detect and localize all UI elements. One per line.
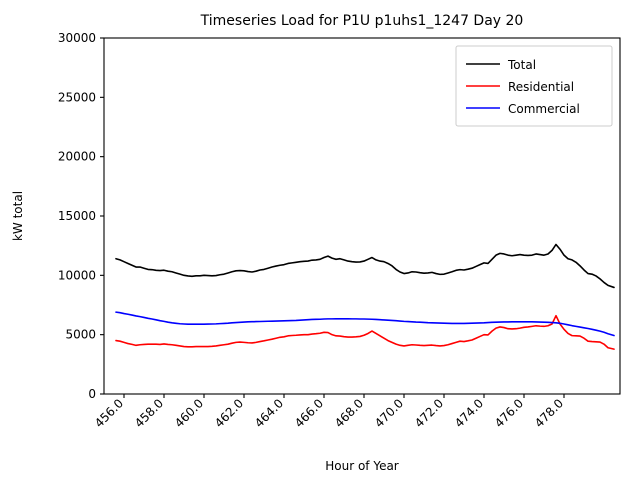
x-tick-label: 476.0 [492,396,526,430]
legend-label-total[interactable]: Total [507,58,536,72]
x-tick-label: 470.0 [372,396,406,430]
x-tick-label: 466.0 [292,396,326,430]
legend-label-residential[interactable]: Residential [508,80,574,94]
data-series-group [115,243,615,350]
y-tick-label: 5000 [65,328,96,342]
y-tick-label: 25000 [58,90,96,104]
y-tick-label: 30000 [58,31,96,45]
series-line-total [115,243,615,289]
legend-label-commercial[interactable]: Commercial [508,102,580,116]
x-tick-label: 458.0 [132,396,166,430]
x-tick-label: 468.0 [332,396,366,430]
y-tick-label: 20000 [58,150,96,164]
x-tick-label: 464.0 [252,396,286,430]
y-tick-label: 0 [88,387,96,401]
y-tick-label: 15000 [58,209,96,223]
x-axis-label: Hour of Year [325,459,399,473]
y-tick-label: 10000 [58,268,96,282]
page-title: Timeseries Load for P1U p1uhs1_1247 Day … [200,13,524,29]
x-tick-label: 478.0 [532,396,566,430]
x-tick-label: 474.0 [452,396,486,430]
x-tick-label: 462.0 [212,396,246,430]
series-line-commercial [115,311,615,337]
series-line-residential [115,314,615,350]
x-tick-label: 456.0 [92,396,126,430]
x-tick-label: 472.0 [412,396,446,430]
y-axis-label: kW total [11,191,25,241]
x-axis-ticks: 456.0 458.0 460.0 462.0 464.0 466.0 468.0 470.0… [92,394,566,430]
legend-frame [455,45,613,127]
x-tick-label: 460.0 [172,396,206,430]
chart-legend[interactable]: Total Residential Commercial [455,45,613,127]
y-axis-ticks: 0 5000 10000 15000 20000 25000 30000 [58,31,104,401]
